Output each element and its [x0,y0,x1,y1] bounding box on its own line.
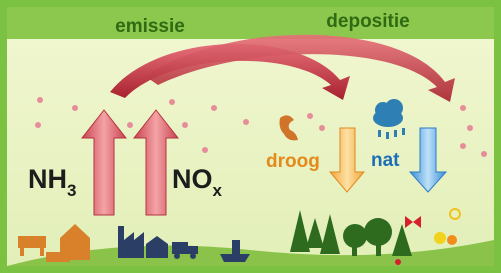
nox-base: NO [172,164,213,194]
top-band [7,7,494,39]
dry-label: droog [266,151,320,172]
wet-label: nat [371,150,400,171]
diagram: emissie depositie NH3 NOx droog nat [0,0,501,273]
deposition-label: depositie [326,11,409,32]
nh3-sub: 3 [67,181,76,200]
nh3-base: NH [28,164,67,194]
nox-sub: x [213,181,223,200]
emission-label: emissie [115,16,185,37]
